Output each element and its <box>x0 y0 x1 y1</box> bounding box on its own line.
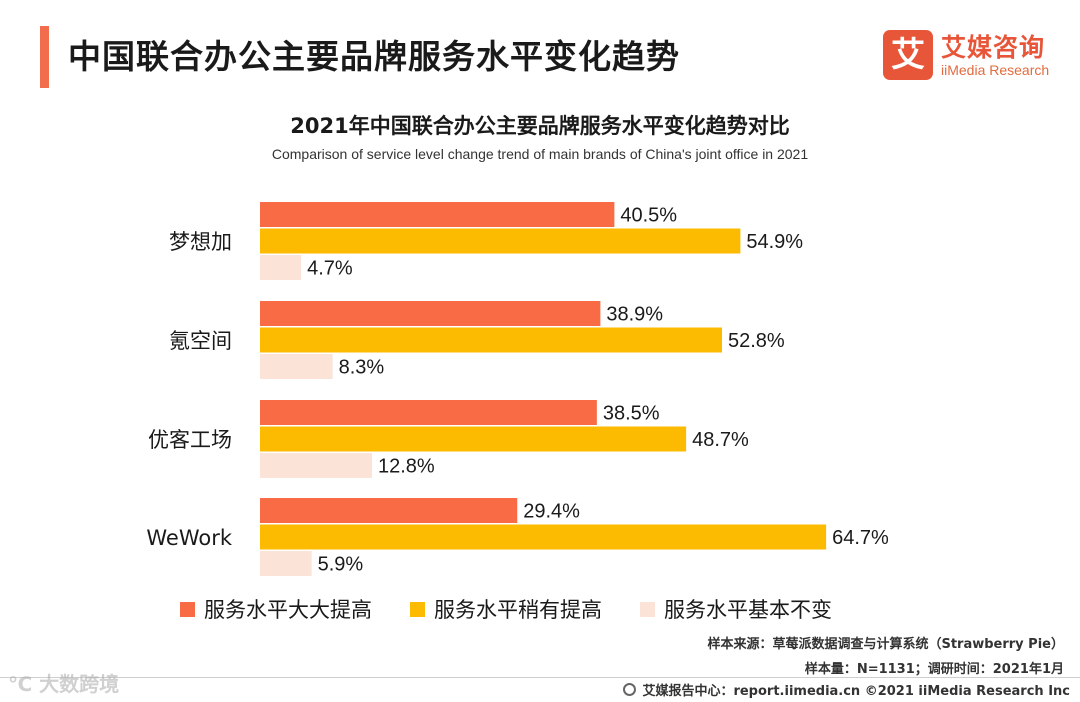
data-label: 4.7% <box>307 258 353 280</box>
legend-item-slightly-improved: 服务水平稍有提高 <box>410 594 602 624</box>
data-label: 48.7% <box>692 429 749 451</box>
legend-item-unchanged: 服务水平基本不变 <box>640 594 832 624</box>
sample-size-note: 样本量：N=1131；调研时间：2021年1月 <box>804 662 1064 677</box>
logo-mark-icon: 艾 <box>883 30 933 80</box>
bar <box>260 400 597 425</box>
legend-label: 服务水平大大提高 <box>204 598 372 622</box>
logo-name-en: iiMedia Research <box>941 62 1050 78</box>
data-label: 54.9% <box>746 231 803 253</box>
chart-legend: 服务水平大大提高 服务水平稍有提高 服务水平基本不变 <box>180 594 832 624</box>
data-label: 64.7% <box>832 527 889 549</box>
data-label: 8.3% <box>339 357 385 379</box>
legend-swatch <box>640 601 655 617</box>
category-label: 梦想加 <box>169 230 232 254</box>
category-label: 氪空间 <box>169 329 232 353</box>
bar <box>260 327 722 353</box>
bar <box>260 498 518 523</box>
bar <box>260 301 601 326</box>
data-label: 12.8% <box>378 456 435 478</box>
brand-logo: 艾 艾媒咨询 iiMedia Research <box>883 30 1058 82</box>
data-label: 29.4% <box>523 501 580 523</box>
category-label: 优客工场 <box>148 428 232 452</box>
legend-swatch <box>410 601 425 617</box>
footer: 艾媒报告中心：report.iimedia.cn ©2021 iiMedia R… <box>623 680 1070 699</box>
data-label: 52.8% <box>728 330 785 352</box>
legend-item-greatly-improved: 服务水平大大提高 <box>180 594 372 624</box>
legend-swatch <box>180 601 195 617</box>
title-accent-bar <box>40 26 49 88</box>
footer-divider <box>0 677 1080 678</box>
watermark: ℃ 大数跨境 <box>8 672 120 696</box>
bar <box>260 453 372 478</box>
bar <box>260 524 827 550</box>
bar <box>260 202 615 227</box>
bar <box>260 354 333 379</box>
data-label: 40.5% <box>620 205 677 227</box>
bar <box>260 426 687 452</box>
globe-icon <box>623 683 637 696</box>
chart-subtitle: Comparison of service level change trend… <box>271 146 809 162</box>
footer-text: 艾媒报告中心：report.iimedia.cn ©2021 iiMedia R… <box>642 684 1070 699</box>
bar <box>260 228 741 254</box>
data-label: 38.5% <box>603 403 660 425</box>
chart-title: 2021年中国联合办公主要品牌服务水平变化趋势对比 <box>290 114 790 138</box>
legend-label: 服务水平基本不变 <box>664 598 832 622</box>
bar <box>260 255 302 280</box>
logo-name-cn: 艾媒咨询 <box>941 33 1046 62</box>
data-label: 38.9% <box>606 304 663 326</box>
bar <box>260 551 312 576</box>
sample-source-note: 样本来源：草莓派数据调查与计算系统（Strawberry Pie） <box>707 637 1064 652</box>
page-title: 中国联合办公主要品牌服务水平变化趋势 <box>68 37 680 76</box>
data-label: 5.9% <box>318 554 364 576</box>
category-label: WeWork <box>146 526 232 550</box>
legend-label: 服务水平稍有提高 <box>434 598 602 622</box>
